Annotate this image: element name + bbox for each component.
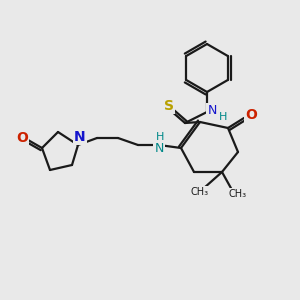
Text: O: O: [245, 108, 257, 122]
Text: N: N: [207, 103, 217, 116]
Text: S: S: [164, 99, 174, 113]
Text: O: O: [16, 131, 28, 145]
Text: N: N: [74, 130, 86, 144]
Text: CH₃: CH₃: [229, 189, 247, 199]
Text: H: H: [156, 132, 164, 142]
Text: N: N: [154, 142, 164, 155]
Text: CH₃: CH₃: [191, 187, 209, 197]
Text: H: H: [219, 112, 227, 122]
